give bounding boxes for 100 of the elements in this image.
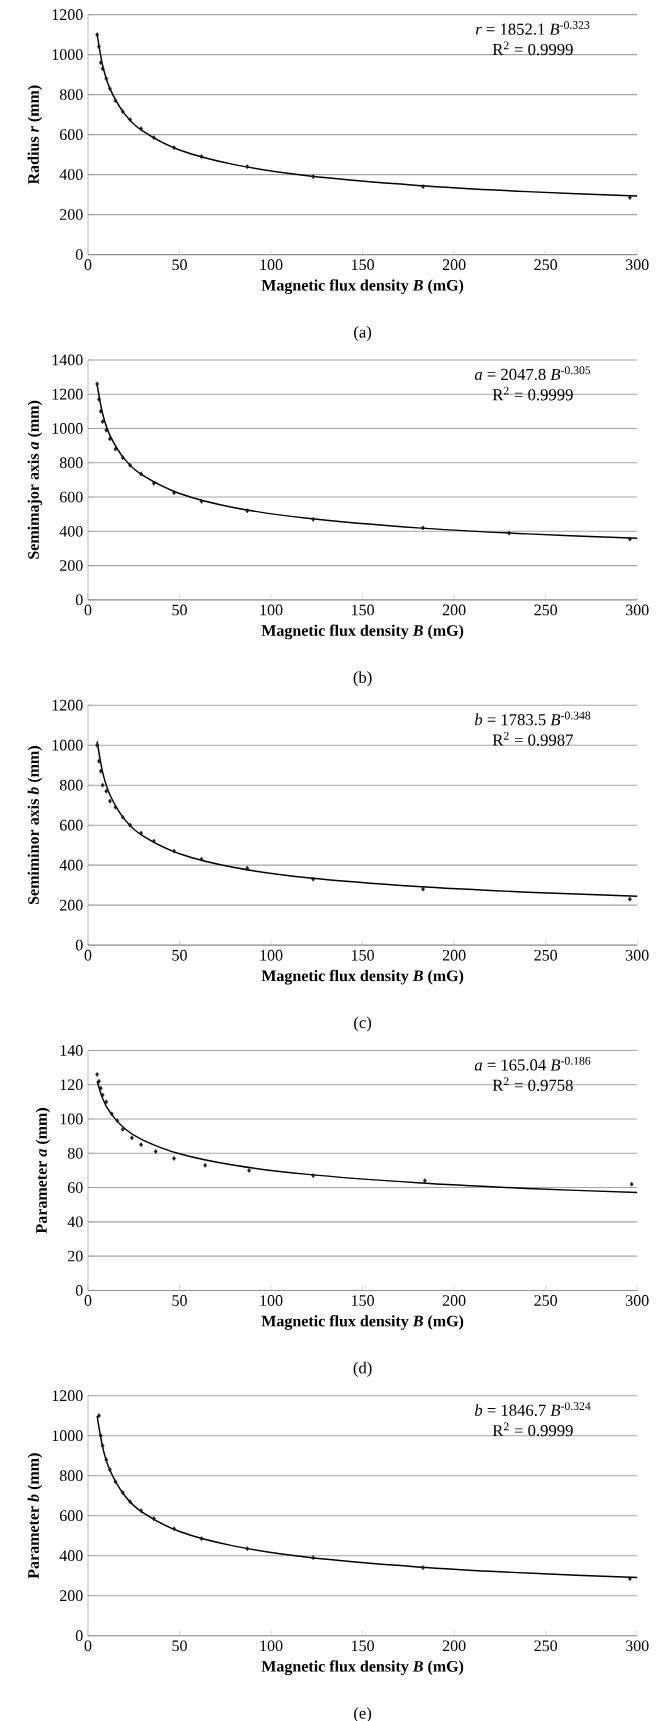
point (104, 1099, 109, 1105)
point (108, 1467, 113, 1473)
y-tick-label: 140 (60, 1045, 83, 1056)
point (95, 1072, 100, 1077)
y-tick-label: 400 (59, 525, 83, 537)
y-tick-label: 20 (68, 1250, 83, 1262)
point (99, 768, 103, 774)
y-tick-label: 1000 (52, 423, 83, 434)
annotation: b = 1846.7 B$^{-0.324}$ (475, 1402, 591, 1416)
point (172, 848, 177, 854)
x-tick-label: 300 (626, 1295, 649, 1306)
y-tick-label: 100 (60, 1113, 83, 1125)
annotation: R$^{2}$ = 0.9999 (492, 386, 573, 401)
x-tick-label: 0 (84, 1295, 92, 1306)
x-tick-label: 250 (534, 604, 558, 616)
point (99, 60, 103, 66)
point (128, 462, 133, 468)
x-axis-title: Magnetic flux density B (mG) (261, 1660, 464, 1676)
point (421, 525, 426, 531)
point (423, 1178, 427, 1184)
x-tick-label: 250 (534, 259, 558, 271)
y-tick-label: 400 (59, 859, 83, 871)
y-tick-label: 400 (59, 169, 83, 181)
point (113, 1479, 118, 1485)
point (97, 396, 102, 402)
y-axis-title: Semiminor axis b (mm) (27, 746, 43, 905)
point (199, 154, 204, 160)
point (95, 32, 100, 38)
point (128, 822, 133, 828)
x-tick-label: 250 (534, 1640, 558, 1652)
y-tick-label: 1200 (52, 9, 83, 21)
x-tick-label: 0 (84, 949, 92, 961)
x-tick-label: 300 (626, 1640, 649, 1652)
point (628, 536, 632, 542)
point (152, 135, 156, 141)
point (104, 788, 109, 794)
y-tick-label: 600 (60, 129, 83, 141)
point (100, 66, 105, 72)
x-tick-label: 50 (172, 604, 188, 616)
text: (d) (353, 1361, 372, 1377)
annotation: a = 2047.8 B$^{-0.305}$ (475, 366, 591, 381)
y-tick-label: 1200 (52, 388, 83, 400)
x-tick-label: 200 (443, 1295, 466, 1306)
point (100, 419, 105, 425)
point (311, 1173, 316, 1178)
x-tick-label: 200 (443, 949, 466, 961)
point (139, 471, 144, 477)
x-tick-label: 200 (443, 259, 466, 271)
point (152, 838, 156, 844)
point (139, 830, 144, 836)
annotation: R$^{2}$ = 0.9999 (492, 41, 573, 56)
point (199, 498, 204, 504)
point (172, 145, 177, 151)
x-axis-title: Magnetic flux density B (mG) (261, 969, 464, 985)
x-tick-label: 250 (534, 1295, 558, 1306)
text: (a) (354, 325, 372, 342)
point (245, 164, 250, 170)
point (628, 195, 632, 201)
y-tick-label: 0 (76, 249, 83, 260)
y-tick-label: 60 (68, 1182, 83, 1193)
point (121, 1490, 125, 1496)
x-axis-title: Magnetic flux density B (mG) (261, 624, 464, 640)
x-tick-label: 300 (626, 949, 649, 961)
y-axis-title: Parameter b (mm) (27, 1453, 43, 1579)
point (104, 1457, 109, 1463)
point (130, 1135, 135, 1141)
point (104, 427, 109, 433)
point (108, 436, 113, 442)
point (115, 1118, 120, 1124)
point (128, 117, 133, 123)
x-tick-label: 300 (626, 604, 649, 616)
point (172, 1526, 177, 1532)
point (139, 1142, 144, 1148)
point (245, 1546, 250, 1552)
x-tick-label: 50 (172, 259, 188, 271)
x-tick-label: 100 (260, 259, 283, 271)
y-tick-label: 0 (76, 1630, 83, 1642)
point (421, 886, 426, 892)
y-axis-title: Radius r (mm) (27, 85, 43, 185)
x-tick-label: 150 (352, 949, 375, 961)
point (203, 1162, 208, 1168)
y-tick-label: 400 (59, 1550, 83, 1562)
y-tick-label: 200 (60, 1590, 83, 1602)
point (311, 1555, 316, 1561)
x-tick-label: 50 (172, 1295, 188, 1306)
x-tick-label: 150 (352, 1295, 375, 1306)
x-axis-title: Magnetic flux density B (mG) (261, 279, 464, 295)
y-tick-label: 800 (60, 1470, 83, 1482)
x-tick-label: 50 (172, 1640, 188, 1652)
point (154, 1149, 158, 1154)
point (100, 1443, 105, 1449)
x-tick-label: 100 (260, 1640, 283, 1652)
point (113, 804, 118, 810)
x-tick-label: 50 (172, 949, 188, 961)
point (121, 814, 125, 820)
point (95, 742, 100, 748)
point (199, 1536, 204, 1542)
y-tick-label: 1000 (52, 739, 83, 751)
point (311, 174, 316, 180)
x-axis-title: Magnetic flux density B (mG) (261, 1315, 464, 1330)
